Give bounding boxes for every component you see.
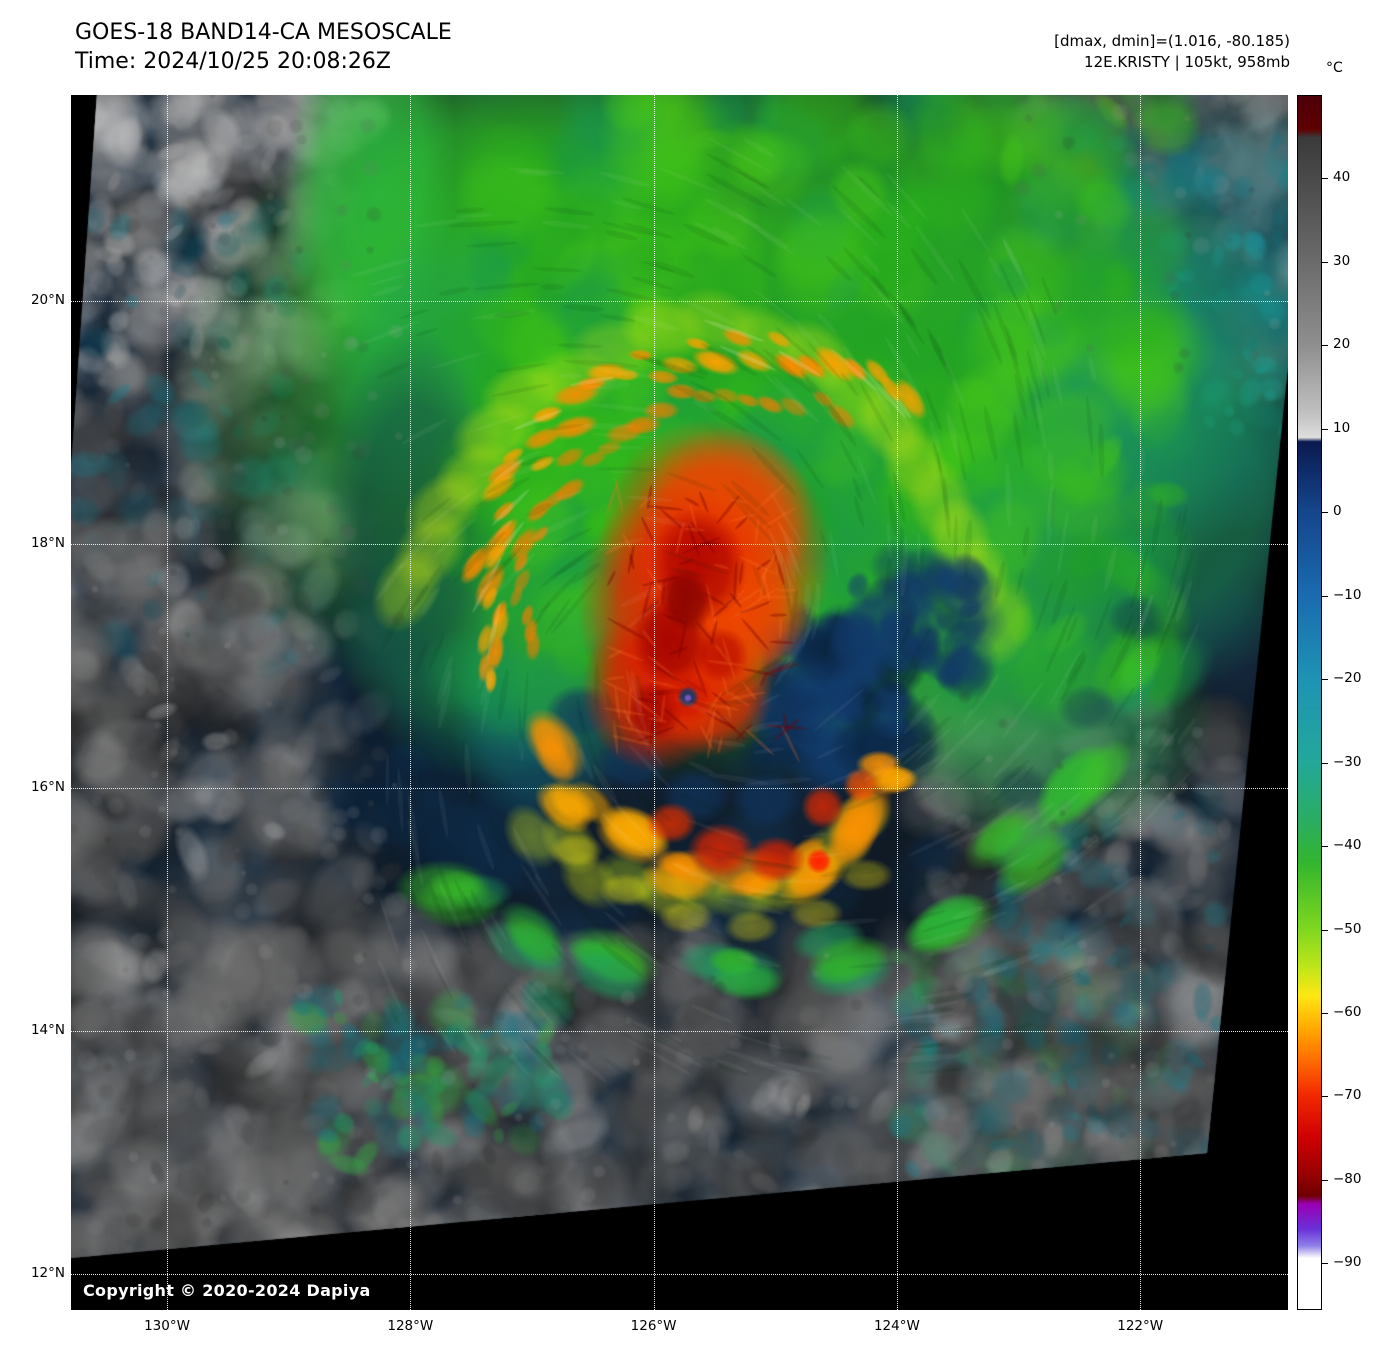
colorbar-gradient — [1298, 96, 1321, 1309]
colorbar-tick-label: −10 — [1333, 586, 1362, 603]
lon-grid-line — [1140, 95, 1142, 1310]
lat-grid-line — [71, 544, 1288, 546]
colorbar-tick-label: 20 — [1333, 336, 1351, 353]
lon-grid-line — [410, 95, 412, 1310]
lat-grid-line — [71, 787, 1288, 789]
lon-grid-line — [653, 95, 655, 1310]
lat-tick-label: 20°N — [30, 291, 65, 308]
dmax-dmin-readout: [dmax, dmin]=(1.016, -80.185) — [1054, 32, 1290, 50]
colorbar-tick — [1322, 261, 1328, 263]
colorbar-tick — [1322, 1263, 1328, 1265]
colorbar-tick-label: −20 — [1333, 670, 1362, 687]
figure-title: GOES-18 BAND14-CA MESOSCALE — [75, 20, 452, 45]
colorbar-tick-label: −40 — [1333, 837, 1362, 853]
copyright-label: Copyright © 2020-2024 Dapiya — [83, 1281, 371, 1300]
figure-time: Time: 2024/10/25 20:08:26Z — [75, 49, 391, 74]
colorbar-tick-label: −80 — [1333, 1170, 1362, 1187]
lon-tick-label: 126°W — [630, 1318, 677, 1334]
lat-grid-line — [71, 1030, 1288, 1032]
colorbar-tick — [1322, 679, 1328, 681]
colorbar-tick-label: 10 — [1333, 419, 1351, 436]
colorbar-tick — [1322, 929, 1328, 931]
lon-tick-label: 128°W — [387, 1318, 434, 1334]
colorbar-tick — [1322, 512, 1328, 514]
lat-tick-label: 18°N — [30, 535, 65, 552]
storm-info: 12E.KRISTY | 105kt, 958mb — [1084, 53, 1290, 71]
colorbar-tick — [1322, 428, 1328, 430]
lon-grid-line — [896, 95, 898, 1310]
colorbar-tick — [1322, 1096, 1328, 1098]
satellite-image-canvas — [71, 95, 1288, 1310]
colorbar-tick — [1322, 1179, 1328, 1181]
colorbar-tick — [1322, 345, 1328, 347]
lat-tick-label: 12°N — [30, 1265, 65, 1282]
colorbar-tick-label: −60 — [1333, 1003, 1362, 1020]
colorbar-tick — [1322, 846, 1328, 847]
colorbar — [1297, 95, 1322, 1310]
map-panel: Copyright © 2020-2024 Dapiya — [71, 95, 1288, 1310]
lon-tick-label: 130°W — [144, 1318, 190, 1334]
colorbar-tick — [1322, 762, 1328, 764]
lat-tick-label: 16°N — [30, 778, 65, 795]
title-block: GOES-18 BAND14-CA MESOSCALE Time: 2024/1… — [75, 18, 452, 76]
colorbar-tick-label: −70 — [1333, 1087, 1362, 1104]
colorbar-tick — [1322, 178, 1328, 180]
colorbar-tick-label: −30 — [1333, 753, 1362, 770]
colorbar-unit-label: °C — [1326, 60, 1343, 76]
lat-grid-line — [71, 1274, 1288, 1276]
colorbar-tick-label: 0 — [1333, 503, 1342, 520]
info-block: [dmax, dmin]=(1.016, -80.185) 12E.KRISTY… — [1054, 31, 1290, 73]
colorbar-tick — [1322, 595, 1328, 597]
lat-grid-line — [71, 300, 1288, 302]
colorbar-tick — [1322, 1012, 1328, 1014]
colorbar-tick-label: 30 — [1333, 252, 1351, 269]
lat-tick-label: 14°N — [30, 1021, 65, 1038]
lon-grid-line — [167, 95, 168, 1310]
colorbar-tick-label: 40 — [1333, 169, 1351, 186]
colorbar-tick-label: −50 — [1333, 920, 1362, 937]
lon-tick-label: 124°W — [873, 1318, 920, 1334]
lon-tick-label: 122°W — [1117, 1318, 1164, 1334]
colorbar-tick-label: −90 — [1333, 1254, 1362, 1271]
